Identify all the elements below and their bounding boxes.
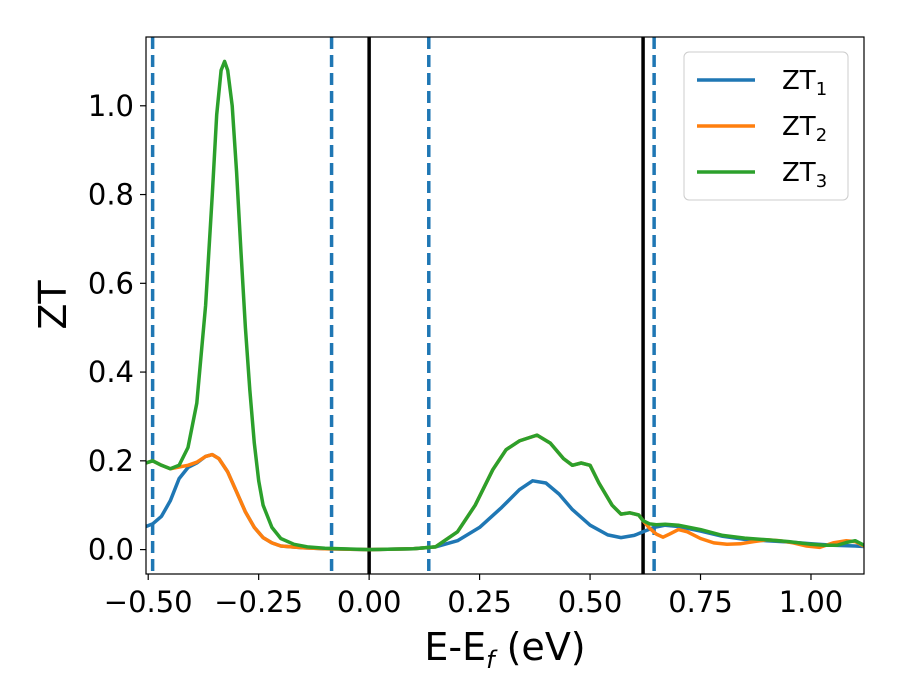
legend-label-main: ZT <box>782 158 816 188</box>
y-axis-title: ZT <box>31 280 75 330</box>
x-tick-label: −0.25 <box>214 585 303 619</box>
legend-label-zt2: ZT2 <box>782 112 827 146</box>
y-tick-label: 0.2 <box>88 444 134 478</box>
x-axis-title: E-Ef (eV) <box>424 625 585 674</box>
legend-label-sub: 3 <box>816 171 827 192</box>
y-tick-label: 0.6 <box>88 266 134 300</box>
x-tick-label: −0.50 <box>104 585 193 619</box>
y-tick-label: 1.0 <box>88 89 134 123</box>
legend-label-sub: 2 <box>816 125 827 146</box>
legend-box <box>683 51 849 201</box>
legend-label-zt1: ZT1 <box>782 66 827 100</box>
legend-label-main: ZT <box>782 112 816 142</box>
reference-lines <box>150 37 656 574</box>
y-tick-label: 0.8 <box>88 178 134 212</box>
y-tick-label: 0.4 <box>88 355 134 389</box>
series-line-zt1 <box>146 452 864 552</box>
legend-label-zt3: ZT3 <box>782 158 827 192</box>
plot-frame <box>145 36 865 575</box>
x-axis-title-unit: (eV) <box>495 625 586 669</box>
x-tick-label: 0.75 <box>668 585 733 619</box>
y-tick-label: 0.0 <box>88 533 134 567</box>
x-tick-label: 0.25 <box>447 585 512 619</box>
series-line-zt3 <box>146 59 864 552</box>
legend-label-sub: 1 <box>816 79 827 100</box>
x-tick-label: 0.50 <box>558 585 623 619</box>
series-layer <box>146 59 864 552</box>
x-tick-label: 0.00 <box>337 585 402 619</box>
x-axis: −0.50 −0.25 0.00 0.25 0.50 0.75 1.00 <box>104 574 843 619</box>
legend-label-main: ZT <box>782 66 816 96</box>
x-tick-label: 1.00 <box>779 585 844 619</box>
x-axis-title-main: E-E <box>424 625 486 669</box>
y-axis: 0.0 0.2 0.4 0.6 0.8 1.0 <box>88 89 146 567</box>
